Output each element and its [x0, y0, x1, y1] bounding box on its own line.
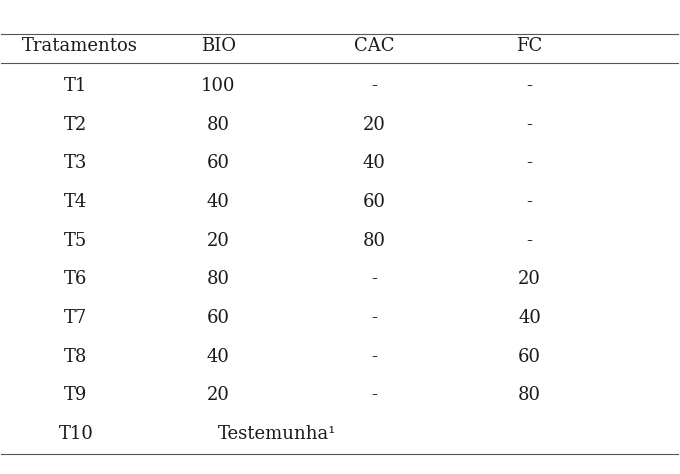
Text: T7: T7 [64, 309, 88, 327]
Text: -: - [526, 77, 532, 95]
Text: 40: 40 [207, 348, 230, 365]
Text: 40: 40 [207, 193, 230, 211]
Text: 20: 20 [207, 232, 230, 250]
Text: 100: 100 [201, 77, 235, 95]
Text: T6: T6 [64, 270, 88, 288]
Text: -: - [371, 309, 377, 327]
Text: -: - [526, 155, 532, 173]
Text: 60: 60 [207, 309, 230, 327]
Text: T9: T9 [64, 386, 88, 404]
Text: 80: 80 [207, 116, 230, 134]
Text: 80: 80 [362, 232, 386, 250]
Text: T2: T2 [64, 116, 88, 134]
Text: T3: T3 [64, 155, 88, 173]
Text: 60: 60 [207, 155, 230, 173]
Text: 60: 60 [362, 193, 386, 211]
Text: -: - [526, 232, 532, 250]
Text: T4: T4 [64, 193, 88, 211]
Text: -: - [371, 270, 377, 288]
Text: 80: 80 [518, 386, 541, 404]
Text: -: - [526, 193, 532, 211]
Text: 80: 80 [207, 270, 230, 288]
Text: T1: T1 [64, 77, 88, 95]
Text: T8: T8 [64, 348, 88, 365]
Text: 40: 40 [362, 155, 386, 173]
Text: 60: 60 [518, 348, 541, 365]
Text: CAC: CAC [354, 37, 394, 55]
Text: 20: 20 [518, 270, 541, 288]
Text: -: - [526, 116, 532, 134]
Text: Testemunha¹: Testemunha¹ [218, 425, 337, 443]
Text: -: - [371, 386, 377, 404]
Text: -: - [371, 77, 377, 95]
Text: Tratamentos: Tratamentos [22, 37, 137, 55]
Text: T5: T5 [64, 232, 88, 250]
Text: 20: 20 [207, 386, 230, 404]
Text: -: - [371, 348, 377, 365]
Text: FC: FC [517, 37, 543, 55]
Text: T10: T10 [58, 425, 93, 443]
Text: 20: 20 [362, 116, 386, 134]
Text: BIO: BIO [201, 37, 235, 55]
Text: 40: 40 [518, 309, 541, 327]
